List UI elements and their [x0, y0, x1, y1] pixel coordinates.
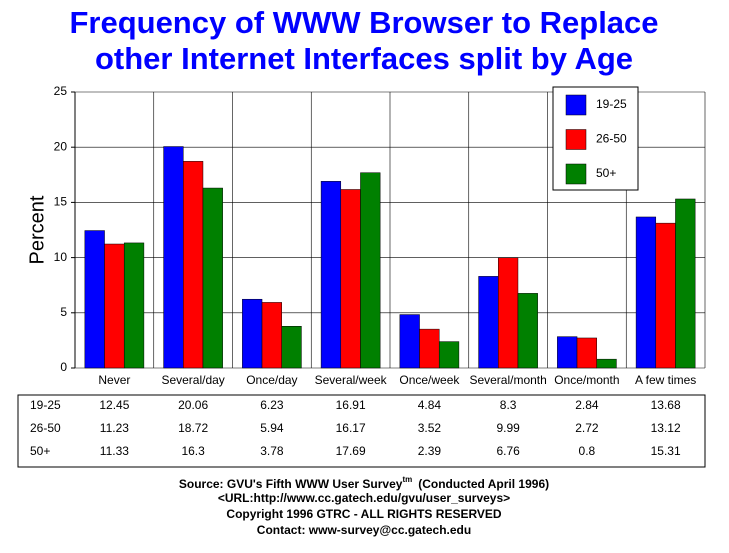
x-tick-label: Several/month [469, 373, 546, 387]
source: Source: GVU's Fifth WWW User Survey [179, 477, 403, 491]
table-cell: 6.23 [260, 398, 284, 412]
table-cell: 16.3 [181, 444, 205, 458]
y-tick-label: 25 [54, 84, 68, 98]
table-cell: 13.12 [651, 421, 681, 435]
table-row-label: 26-50 [30, 421, 61, 435]
y-tick-label: 0 [60, 360, 67, 374]
table-cell: 3.52 [418, 421, 442, 435]
bar [123, 242, 145, 369]
table-cell: 9.99 [496, 421, 520, 435]
bar [84, 230, 105, 369]
bar [281, 326, 302, 369]
chart-title: Frequency of WWW Browser to Replace [69, 5, 658, 40]
bar [202, 187, 223, 369]
x-tick-label: Once/day [246, 373, 297, 387]
table-cell: 4.84 [418, 398, 442, 412]
bar [655, 222, 676, 369]
table-cell: 2.39 [418, 444, 442, 458]
legend-label: 19-25 [596, 97, 627, 111]
table-cell: 13.68 [651, 398, 681, 412]
legend-swatch [565, 163, 587, 185]
bar [399, 314, 420, 369]
table-cell: 11.23 [100, 421, 129, 435]
bar [498, 257, 519, 369]
legend-label: 50+ [596, 166, 616, 180]
legend-swatch [565, 94, 587, 116]
x-tick-label: A few times [635, 373, 696, 387]
bar [576, 337, 597, 369]
bar [360, 172, 381, 369]
bar [557, 336, 578, 369]
bar [517, 293, 538, 369]
bar [635, 216, 657, 369]
bar [675, 198, 696, 369]
bar [242, 298, 263, 369]
table-cell: 15.31 [651, 444, 681, 458]
footer-line: <URL:http://www.cc.gatech.edu/gvu/user_s… [218, 491, 510, 505]
table-row-label: 19-25 [30, 398, 61, 412]
table-cell: 18.72 [178, 421, 208, 435]
bar [478, 276, 499, 369]
bar [596, 358, 617, 369]
legend-swatch [565, 129, 587, 150]
bar [320, 181, 342, 369]
table-cell: 12.45 [99, 398, 129, 412]
y-tick-label: 20 [54, 139, 68, 153]
source-note: (Conducted April 1996) [418, 477, 549, 491]
table-cell: 8.3 [500, 398, 517, 412]
table-cell: 2.84 [575, 398, 599, 412]
table-cell: 11.33 [100, 444, 129, 458]
table-cell: 16.91 [336, 398, 366, 412]
table-cell: 16.17 [336, 421, 366, 435]
table-cell: 0.8 [579, 444, 596, 458]
bar [340, 189, 361, 369]
footer-source: Source: GVU's Fifth WWW User Surveytm (Co… [179, 475, 549, 491]
table-cell: 6.76 [496, 444, 520, 458]
bar [261, 302, 282, 369]
footer-line: Copyright 1996 GTRC - ALL RIGHTS RESERVE… [226, 507, 501, 521]
x-tick-label: Once/month [554, 373, 619, 387]
table-cell: 2.72 [575, 421, 599, 435]
table-cell: 3.78 [260, 444, 284, 458]
y-tick-label: 10 [54, 250, 68, 264]
bar [419, 328, 440, 369]
legend-label: 26-50 [596, 132, 627, 146]
table-cell: 17.69 [336, 444, 366, 458]
table-border [17, 394, 706, 468]
x-tick-label: Several/day [161, 373, 224, 387]
chart-title: other Internet Interfaces split by Age [95, 41, 633, 76]
table-cell: 20.06 [178, 398, 208, 412]
x-tick-label: Once/week [399, 373, 460, 387]
x-tick-label: Several/week [315, 373, 388, 387]
bar [438, 341, 460, 369]
bar [183, 161, 204, 369]
y-axis-label: Percent [26, 195, 48, 264]
footer-line: Contact: www-survey@cc.gatech.edu [257, 523, 471, 537]
superscript: tm [402, 475, 412, 484]
y-tick-label: 5 [60, 305, 67, 319]
table-cell: 5.94 [260, 421, 284, 435]
bar [104, 243, 125, 369]
x-tick-label: Never [98, 373, 130, 387]
table-row-label: 50+ [30, 444, 50, 458]
bar [163, 146, 184, 369]
y-tick-label: 15 [54, 195, 68, 209]
